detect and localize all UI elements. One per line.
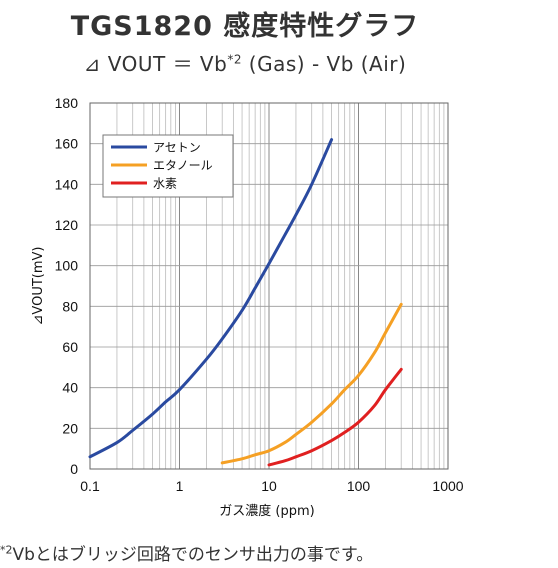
axes: 0.1 1 10 100 1000 0 20 40 60 80 100 120 140 160 180	[55, 95, 464, 494]
plot-frame	[89, 102, 449, 470]
series-line-0	[88, 138, 334, 459]
y-tick-label: 40	[62, 380, 78, 396]
y-tick-label: 140	[55, 176, 79, 192]
subtitle-suffix: (Gas) - Vb (Air)	[241, 52, 407, 76]
y-tick-label: 100	[55, 258, 79, 274]
legend-label-2: 水素	[153, 177, 177, 191]
y-tick-label: 120	[55, 217, 79, 233]
footnote-sup: *2	[0, 543, 13, 557]
x-tick-label: 0.1	[80, 478, 100, 494]
footnote: *2Vbとはブリッジ回路でのセンサ出力の事です。	[0, 540, 558, 565]
y-axis-label: ⊿VOUT(mV)	[31, 247, 46, 326]
series-lines	[88, 138, 403, 467]
y-tick-label: 180	[55, 95, 79, 111]
chart-subtitle: ⊿ VOUT ＝ Vb*2 (Gas) - Vb (Air)	[0, 48, 490, 77]
y-tick-label: 60	[62, 339, 78, 355]
x-tick-label: 100	[347, 478, 371, 494]
footnote-text: Vbとはブリッジ回路でのセンサ出力の事です。	[12, 545, 374, 565]
subtitle-prefix: ⊿ VOUT ＝ Vb	[83, 52, 228, 76]
x-tick-label: 10	[261, 478, 277, 494]
x-axis-label: ガス濃度 (ppm)	[219, 503, 314, 519]
legend-label-1: エタノール	[153, 159, 213, 173]
sensitivity-chart: 0.1 1 10 100 1000 0 20 40 60 80 100 120 140 160 180 アセ…	[31, 95, 464, 519]
chart-title: TGS1820 感度特性グラフ	[70, 11, 420, 42]
series-line-2	[267, 367, 403, 467]
series-line-1	[220, 302, 403, 465]
y-tick-label: 160	[55, 136, 79, 152]
y-tick-label: 80	[62, 298, 78, 314]
y-tick-label: 0	[70, 461, 78, 477]
x-tick-label: 1000	[432, 478, 463, 494]
legend-label-0: アセトン	[153, 141, 201, 155]
x-tick-label: 1	[176, 478, 184, 494]
subtitle-sup: *2	[227, 52, 242, 67]
y-tick-label: 20	[62, 420, 78, 436]
